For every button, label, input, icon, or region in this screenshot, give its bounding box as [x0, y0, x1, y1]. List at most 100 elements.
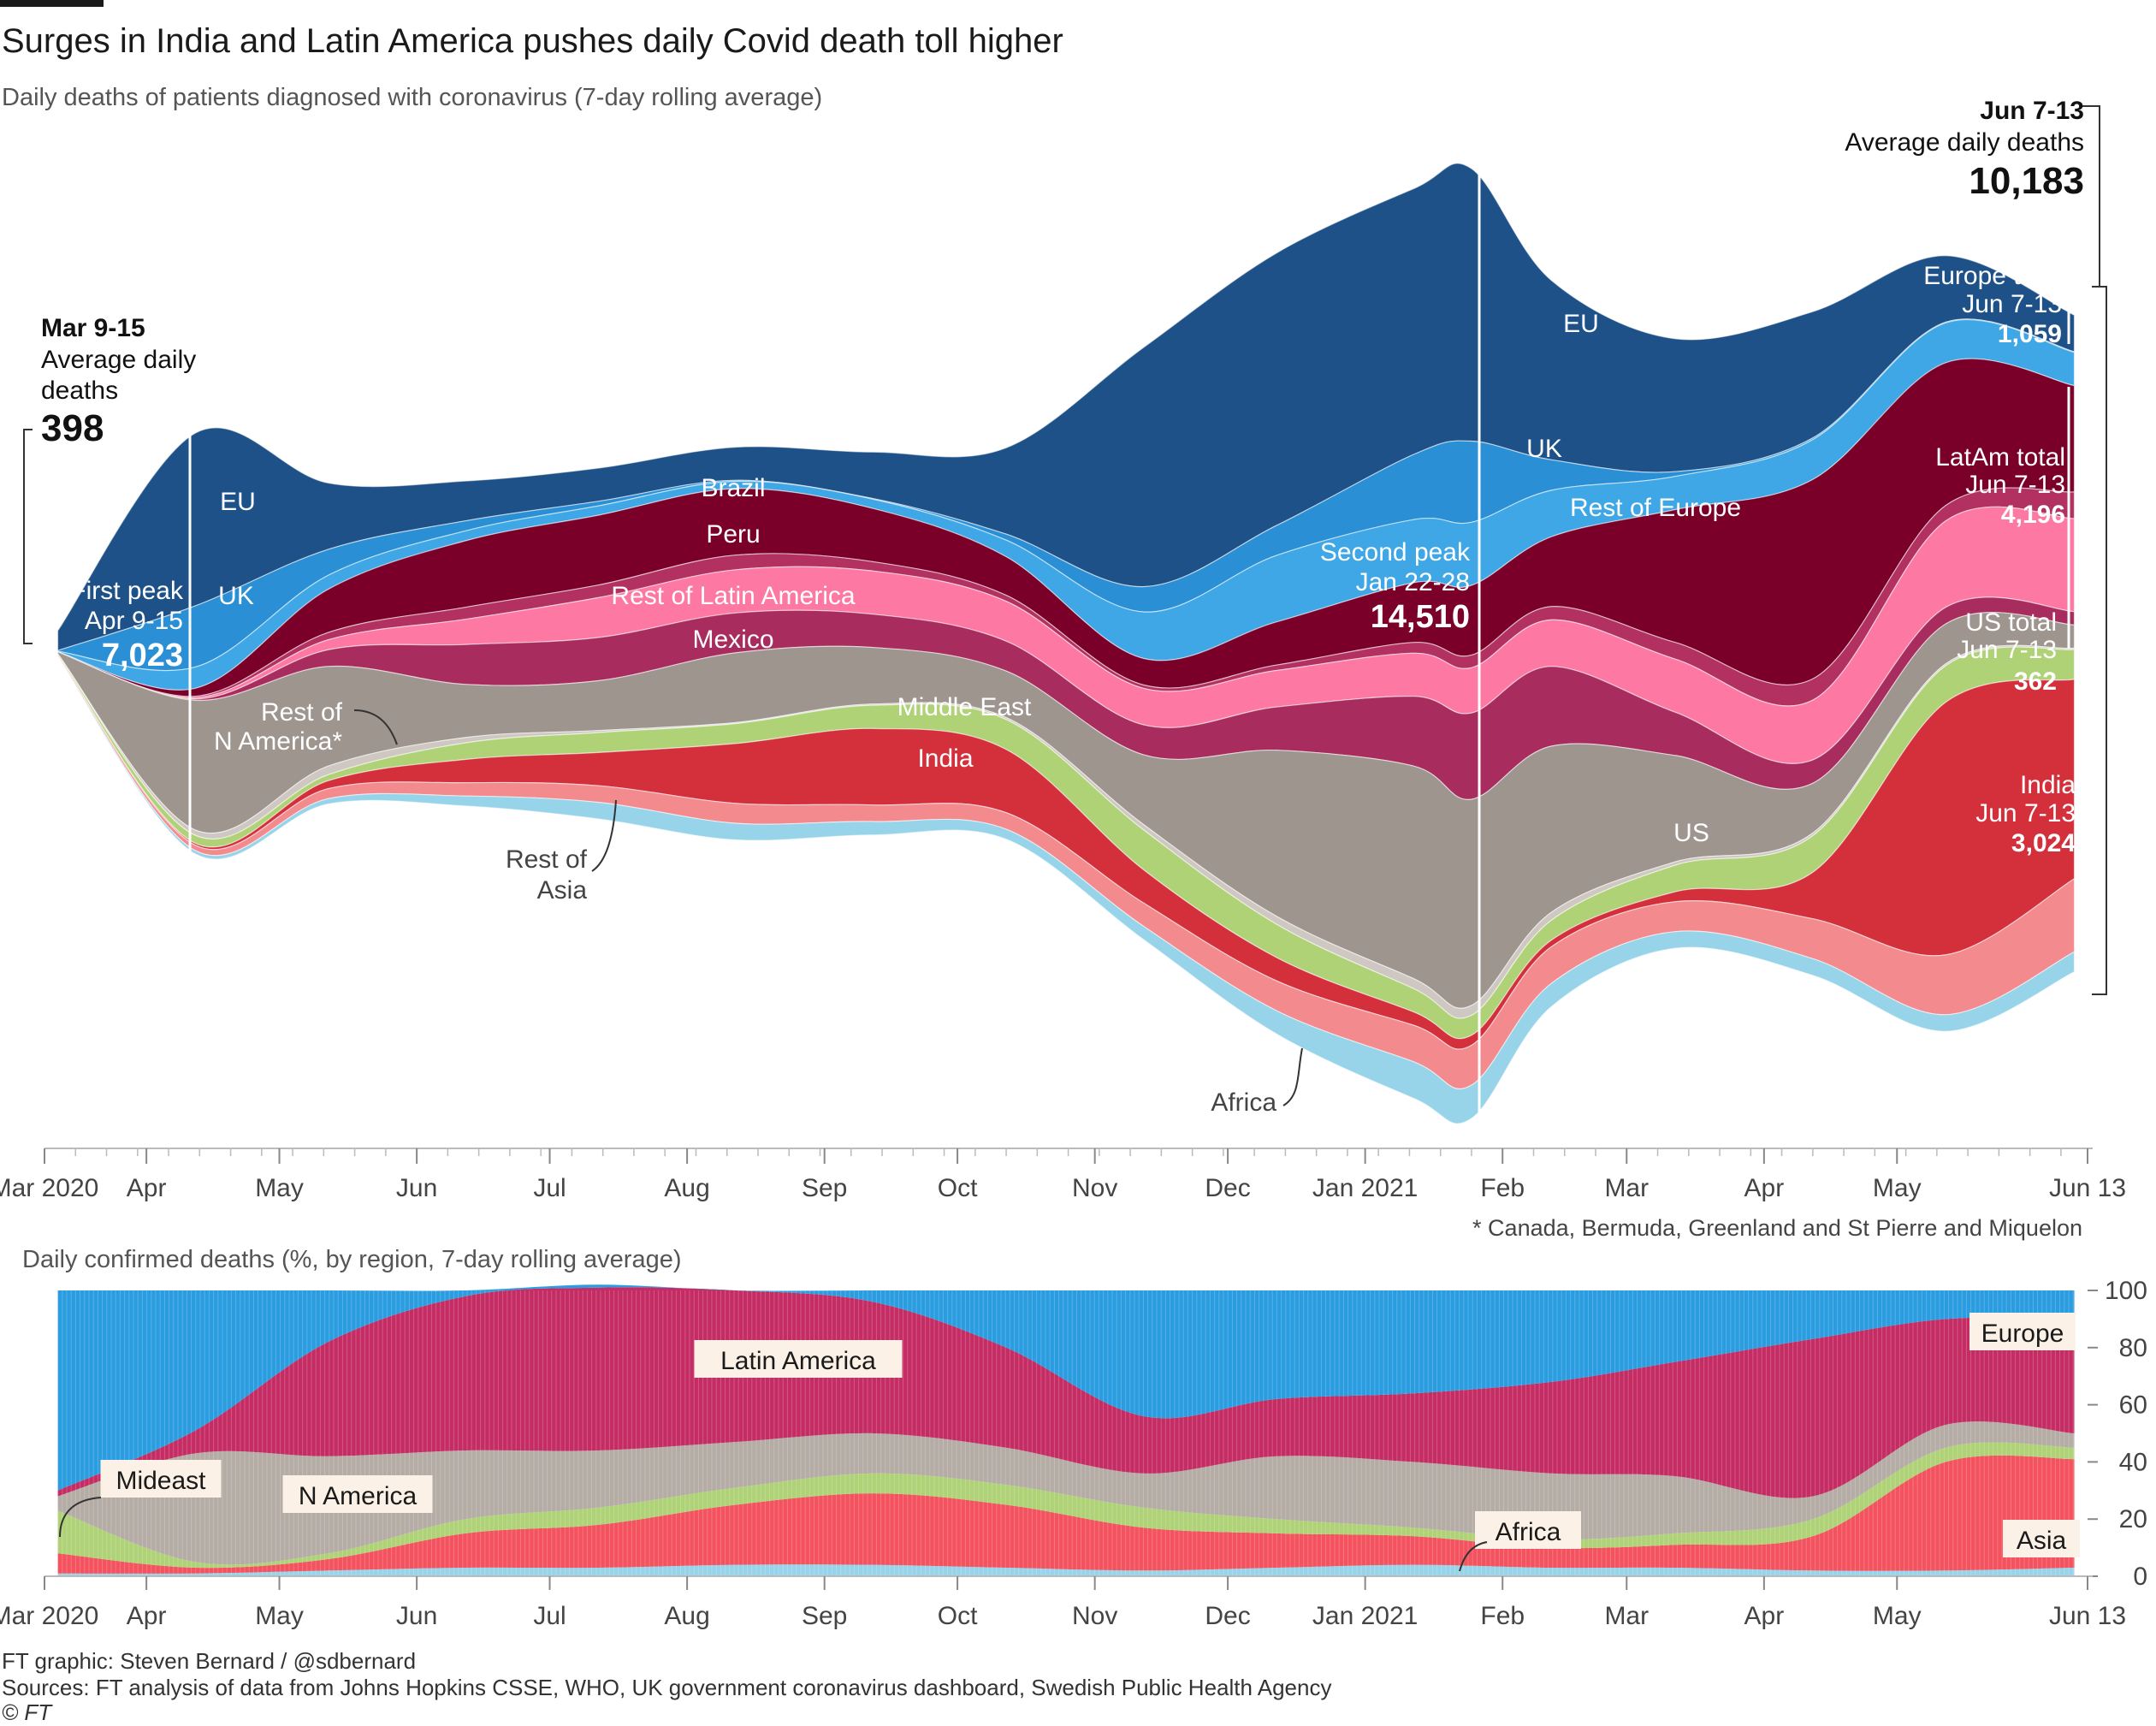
end-period: Jun 7-13: [1980, 97, 2084, 125]
end-value: 10,183: [1969, 160, 2084, 202]
x-tick-label-jun-13: Jun 13: [2049, 1174, 2126, 1202]
first-peak-period: Apr 9-15: [85, 607, 183, 635]
second-peak-label: Second peak: [1320, 538, 1471, 566]
y-tick-label-100: 100: [2105, 1277, 2147, 1305]
y-tick-label-60: 60: [2119, 1391, 2147, 1420]
footer-credit: FT graphic: Steven Bernard / @sdbernard: [2, 1648, 417, 1674]
x-tick-label-feb: Feb: [1480, 1602, 1525, 1630]
x-tick-label-nov: Nov: [1072, 1174, 1117, 1202]
share-area-asia: [57, 1455, 2075, 1574]
share-label-namerica: N America: [299, 1482, 418, 1510]
x-tick-label-mar: Mar: [1604, 1174, 1649, 1202]
latam-total-period: Jun 7-13: [1965, 471, 2065, 499]
rest-namerica-leader: [353, 709, 398, 745]
india-total-value: 3,024: [2011, 829, 2076, 857]
x-tick-label-apr: Apr: [1744, 1174, 1785, 1202]
x-tick-label-aug: Aug: [664, 1174, 709, 1202]
europe-total-period: Jun 7-13: [1962, 290, 2062, 318]
x-axis-main: Mar 2020 Apr May Jun Jul Aug Sep Oct Nov Dec Jan 2…: [0, 1148, 2126, 1202]
africa-share-leader: [1459, 1541, 1488, 1572]
area-africa: [57, 655, 2076, 1124]
label-uk-left: UK: [218, 582, 254, 610]
share-label-box-mideast: [100, 1460, 222, 1498]
label-middle-east: Middle East: [897, 693, 1032, 721]
share-label-latam: Latin America: [720, 1347, 876, 1375]
mideast-leader: [59, 1497, 102, 1538]
chart-title: Surges in India and Latin America pushes…: [2, 22, 1063, 60]
footer-sources: Sources: FT analysis of data from Johns …: [2, 1675, 1332, 1700]
share-label-box-asia: [2003, 1520, 2080, 1557]
rest-asia-leader: [591, 799, 617, 872]
x-tick-label-jun: Jun: [396, 1174, 437, 1202]
x-tick-label-mar-2020: Mar 2020: [0, 1174, 98, 1202]
y-tick-label-40: 40: [2119, 1448, 2147, 1476]
share-label-mideast: Mideast: [116, 1467, 206, 1495]
x-tick-label-jun-13: Jun 13: [2049, 1602, 2126, 1630]
chart-subtitle: Daily deaths of patients diagnosed with …: [2, 84, 823, 111]
x-tick-label-jan-2021: Jan 2021: [1312, 1174, 1418, 1202]
y-tick-label-0: 0: [2133, 1563, 2147, 1591]
share-label-box-latam: [694, 1340, 903, 1378]
x-tick-label-oct: Oct: [938, 1602, 978, 1630]
share-area-africa: [57, 1564, 2075, 1576]
x-tick-label-may: May: [1873, 1602, 1922, 1630]
first-peak-value: 7,023: [102, 638, 183, 673]
x-tick-label-mar-2020: Mar 2020: [0, 1602, 98, 1630]
us-total-label: US total: [1965, 608, 2057, 637]
top-rule: [0, 0, 104, 7]
x-tick-label-jan-2021: Jan 2021: [1312, 1602, 1418, 1630]
label-rest-namerica-2: N America*: [214, 727, 342, 756]
start-period: Mar 9-15: [41, 314, 145, 342]
second-peak-period: Jan 22-28: [1356, 568, 1470, 596]
y-tick-label-80: 80: [2119, 1334, 2147, 1362]
share-area-mideast: [57, 1442, 2075, 1569]
x-tick-label-may: May: [255, 1174, 304, 1202]
x-tick-label-dec: Dec: [1205, 1602, 1250, 1630]
end-label: Average daily deaths: [1845, 128, 2084, 157]
label-rest-namerica-1: Rest of: [261, 698, 343, 727]
x-tick-label-jun: Jun: [396, 1602, 437, 1630]
india-total-label: India: [2020, 771, 2076, 799]
share-chart-subtitle: Daily confirmed deaths (%, by region, 7-…: [22, 1246, 682, 1273]
y-tick-label-20: 20: [2119, 1505, 2147, 1533]
end-bracket: [2081, 105, 2106, 288]
second-peak-value: 14,510: [1371, 599, 1470, 635]
label-africa: Africa: [1211, 1088, 1276, 1117]
x-tick-label-nov: Nov: [1072, 1602, 1117, 1630]
total-bracket: [2092, 286, 2107, 995]
x-tick-label-sep: Sep: [802, 1174, 847, 1202]
share-label-box-africa: [1475, 1511, 1581, 1549]
x-tick-label-dec: Dec: [1205, 1174, 1250, 1202]
label-rest-asia-1: Rest of: [506, 845, 588, 874]
label-rest-asia-2: Asia: [537, 876, 588, 905]
label-uk-right: UK: [1526, 435, 1562, 463]
india-total-period: Jun 7-13: [1975, 799, 2076, 827]
x-tick-label-feb: Feb: [1480, 1174, 1525, 1202]
share-area-latin-america: [57, 1287, 2075, 1498]
start-value: 398: [41, 407, 104, 449]
start-bracket: [23, 429, 33, 644]
share-label-box-europe: [1969, 1313, 2076, 1350]
x-tick-label-sep: Sep: [802, 1602, 847, 1630]
annotation-lines-dark: [23, 105, 2107, 1106]
share-label-europe: Europe: [1981, 1320, 2064, 1348]
share-label-asia: Asia: [2017, 1527, 2067, 1555]
x-tick-label-may: May: [255, 1602, 304, 1630]
europe-total-label: Europe total: [1923, 262, 2062, 290]
x-axis-share: Mar 2020 Apr May Jun Jul Aug Sep Oct Nov Dec Jan 2…: [0, 1575, 2126, 1630]
x-tick-label-apr: Apr: [127, 1602, 167, 1630]
label-us: US: [1673, 819, 1709, 847]
y-axis-share: 100 80 60 40 20 0: [2088, 1277, 2147, 1591]
footnote: * Canada, Bermuda, Greenland and St Pier…: [1472, 1215, 2082, 1241]
label-eu-left: EU: [220, 488, 256, 516]
x-tick-label-jul: Jul: [533, 1602, 566, 1630]
africa-leader: [1282, 1047, 1303, 1106]
latam-total-value: 4,196: [2001, 501, 2065, 529]
label-mexico: Mexico: [692, 626, 773, 654]
label-india-mid: India: [917, 744, 973, 773]
first-peak-label: First peak: [70, 577, 184, 605]
share-area-europe: [57, 1284, 2075, 1491]
x-tick-label-mar: Mar: [1604, 1602, 1649, 1630]
label-brazil: Brazil: [701, 474, 765, 502]
start-label-1: Average daily: [41, 346, 196, 374]
